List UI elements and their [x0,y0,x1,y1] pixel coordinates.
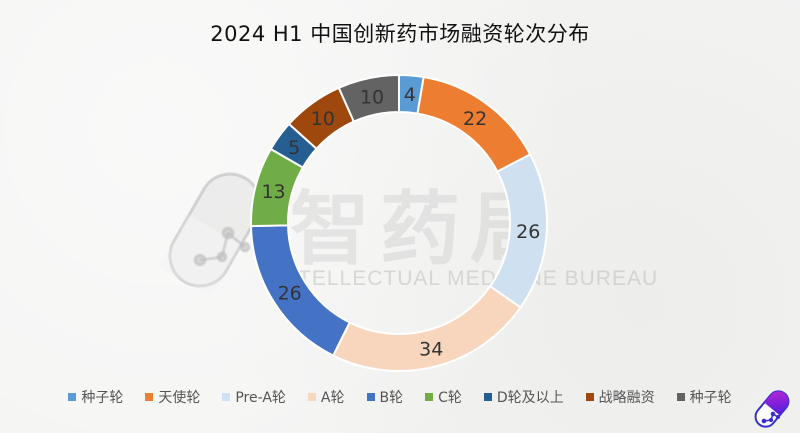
legend-label: A轮 [320,390,345,406]
data-label: 13 [261,181,285,203]
data-label: 22 [463,108,487,130]
legend-item: 战略融资 [585,387,655,407]
legend-item: Pre-A轮 [222,387,286,407]
legend-swatch-icon [145,393,154,401]
legend-label: 战略融资 [598,390,655,406]
data-label: 10 [360,86,384,108]
legend-item: 天使轮 [145,387,200,407]
doughnut-segment [337,73,400,123]
watermark-en: INTELLECTUAL MEDICINE BUREAU [275,267,659,290]
legend: 种子轮 天使轮 Pre-A轮 A轮 B轮 C轮 D轮及以上 战略融资 种子轮 [0,387,800,407]
legend-label: 种子轮 [81,390,124,406]
watermark-pill-icon [160,172,262,295]
legend-item: 种子轮 [68,387,123,407]
legend-label: B轮 [379,390,404,406]
legend-label: C轮 [438,390,462,406]
legend-item: A轮 [307,387,345,407]
data-label: 4 [404,84,416,106]
data-label: 5 [288,137,300,159]
chart-title: 2024 H1 中国创新药市场融资轮次分布 [210,22,590,46]
data-label: 26 [278,282,302,304]
data-label: 34 [419,338,443,360]
legend-swatch-icon [425,393,434,401]
data-label: 26 [516,221,540,243]
legend-swatch-icon [483,393,492,401]
legend-swatch-icon [366,393,375,401]
legend-item: B轮 [366,387,404,407]
legend-item: D轮及以上 [483,387,564,407]
legend-label: 种子轮 [689,390,732,406]
data-label: 10 [311,108,335,130]
legend-item: 种子轮 [676,387,732,407]
legend-swatch-icon [222,393,231,401]
legend-label: 天使轮 [158,390,201,406]
brand-pill-logo-icon [754,390,790,428]
legend-item: C轮 [425,387,462,407]
legend-label: D轮及以上 [496,390,564,406]
legend-swatch-icon [585,393,594,401]
legend-swatch-icon [68,393,77,401]
legend-swatch-icon [676,393,685,401]
legend-swatch-icon [307,393,316,401]
legend-label: Pre-A轮 [235,390,286,406]
